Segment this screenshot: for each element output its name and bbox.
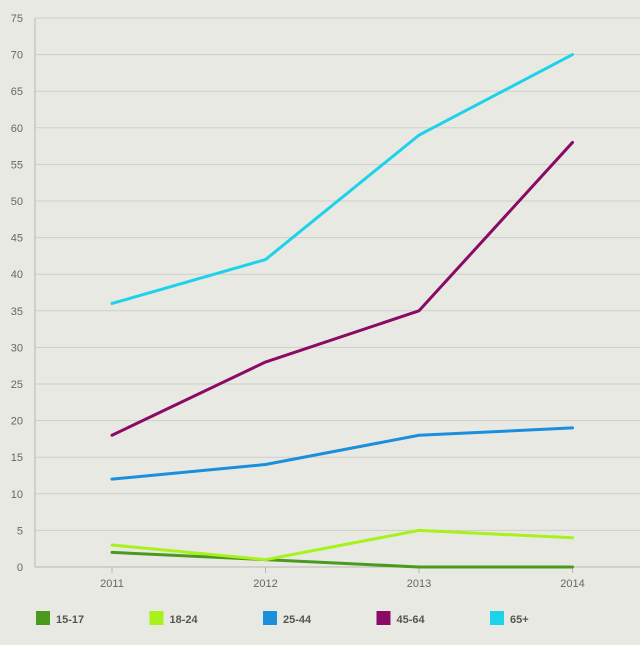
y-tick-label: 45 [11,233,23,245]
legend-item-65+[interactable]: 65+ [490,611,529,626]
legend-label: 15-17 [56,614,84,626]
y-tick-label: 65 [11,86,23,98]
y-tick-label: 25 [11,379,23,391]
legend-item-25-44[interactable]: 25-44 [263,611,312,626]
y-tick-label: 20 [11,416,23,428]
y-tick-label: 30 [11,342,23,354]
legend-item-15-17[interactable]: 15-17 [36,611,84,626]
y-tick-label: 15 [11,452,23,464]
legend-item-45-64[interactable]: 45-64 [376,611,426,626]
legend-swatch [376,611,391,625]
series-line-25-44 [110,426,574,481]
legend: 15-17 18-24 25-44 45-64 65+ [36,611,529,626]
y-tick-label: 35 [11,306,23,318]
legend-label: 65+ [510,614,529,626]
gridlines [35,17,640,531]
series-lines [110,53,574,569]
y-tick-label: 10 [11,489,23,501]
y-tick-label: 5 [17,525,23,537]
series-line-45-64 [110,140,574,437]
series-line-18-24 [110,528,574,562]
axes [34,18,640,573]
x-tick-label: 2013 [407,578,431,590]
y-tick-label: 50 [11,196,23,208]
x-axis-tick-labels: 2011 2012 2013 2014 [100,578,585,590]
y-tick-label: 60 [11,123,23,135]
legend-item-18-24[interactable]: 18-24 [149,611,199,626]
series-line-65+ [110,53,574,305]
legend-label: 25-44 [283,614,312,626]
y-tick-label: 55 [11,159,23,171]
legend-swatch [149,611,164,625]
y-tick-label: 40 [11,269,23,281]
series-line-15-17 [110,550,574,569]
legend-swatch [490,611,504,625]
x-tick-label: 2012 [253,578,277,590]
y-tick-label: 75 [11,13,23,25]
legend-swatch [263,611,277,625]
legend-swatch [36,611,50,625]
y-tick-label: 0 [17,562,23,574]
y-axis-tick-labels: 0 5 10 15 20 25 30 35 40 45 50 55 60 65 70 75 [11,13,23,574]
legend-label: 45-64 [397,614,426,626]
y-tick-label: 70 [11,50,23,62]
legend-label: 18-24 [170,614,199,626]
x-tick-label: 2014 [560,578,584,590]
x-tick-label: 2011 [100,578,124,590]
